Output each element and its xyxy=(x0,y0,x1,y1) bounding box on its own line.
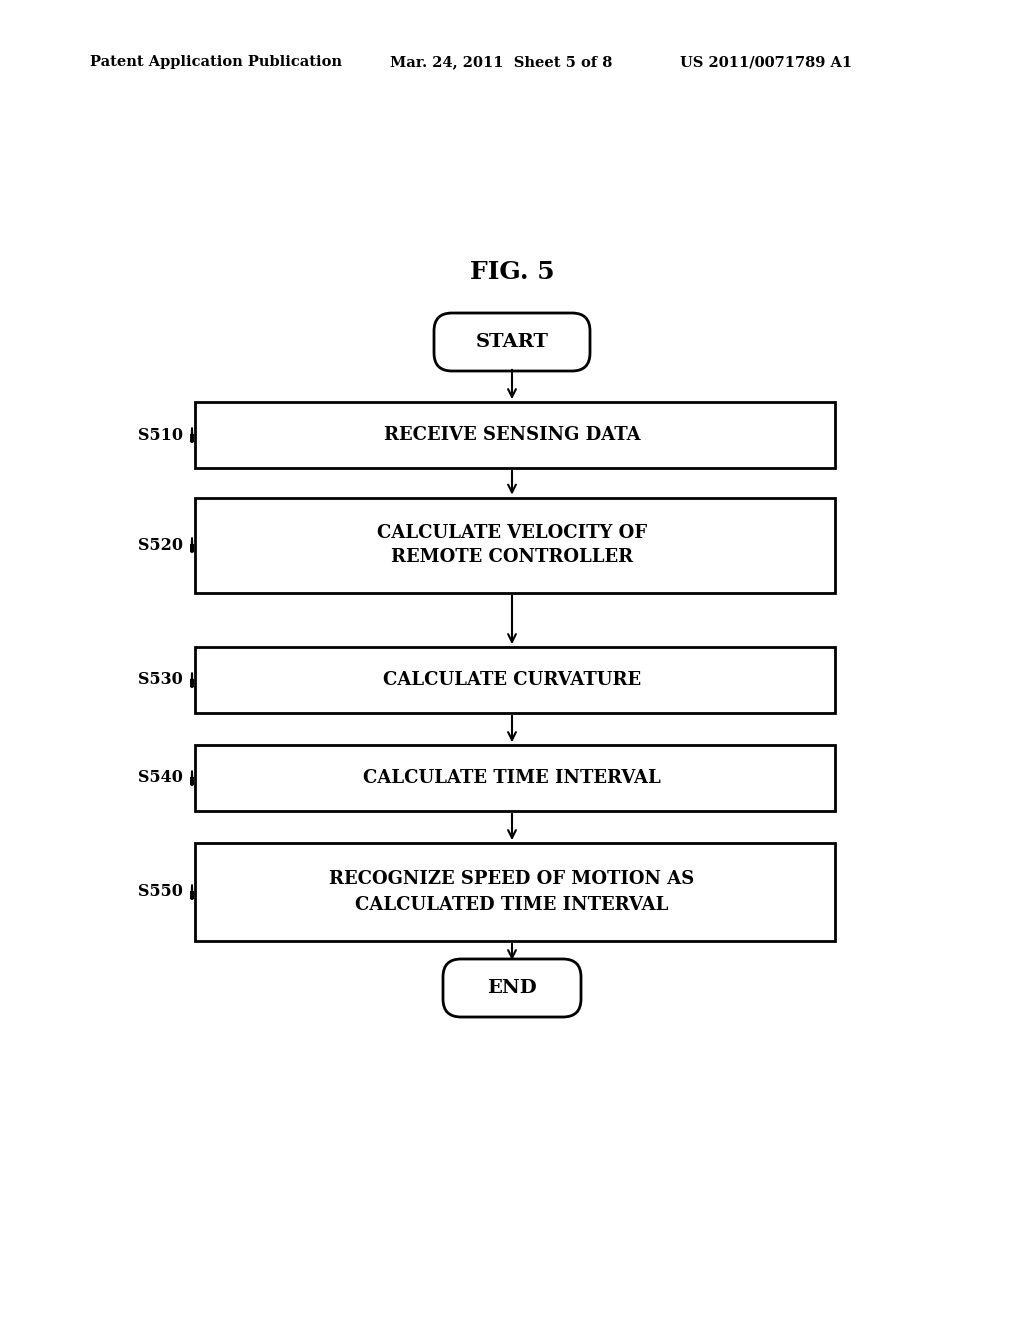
Bar xyxy=(195,403,835,469)
Text: RECOGNIZE SPEED OF MOTION AS
CALCULATED TIME INTERVAL: RECOGNIZE SPEED OF MOTION AS CALCULATED … xyxy=(330,870,694,913)
Text: S550: S550 xyxy=(138,883,183,900)
Text: FIG. 5: FIG. 5 xyxy=(470,260,554,284)
Text: CALCULATE TIME INTERVAL: CALCULATE TIME INTERVAL xyxy=(364,770,660,787)
Text: CALCULATE VELOCITY OF
REMOTE CONTROLLER: CALCULATE VELOCITY OF REMOTE CONTROLLER xyxy=(377,524,647,566)
Bar xyxy=(195,744,835,810)
FancyBboxPatch shape xyxy=(443,960,581,1016)
FancyBboxPatch shape xyxy=(434,313,590,371)
Bar xyxy=(195,843,835,941)
Text: END: END xyxy=(487,979,537,997)
Bar xyxy=(195,498,835,593)
Text: S510: S510 xyxy=(138,426,183,444)
Text: CALCULATE CURVATURE: CALCULATE CURVATURE xyxy=(383,671,641,689)
Text: Patent Application Publication: Patent Application Publication xyxy=(90,55,342,69)
Text: US 2011/0071789 A1: US 2011/0071789 A1 xyxy=(680,55,852,69)
Text: S530: S530 xyxy=(138,672,183,689)
Bar xyxy=(195,647,835,713)
Text: Mar. 24, 2011  Sheet 5 of 8: Mar. 24, 2011 Sheet 5 of 8 xyxy=(390,55,612,69)
Text: START: START xyxy=(475,333,549,351)
Text: S520: S520 xyxy=(138,536,183,553)
Text: S540: S540 xyxy=(138,770,183,787)
Text: RECEIVE SENSING DATA: RECEIVE SENSING DATA xyxy=(384,426,640,444)
